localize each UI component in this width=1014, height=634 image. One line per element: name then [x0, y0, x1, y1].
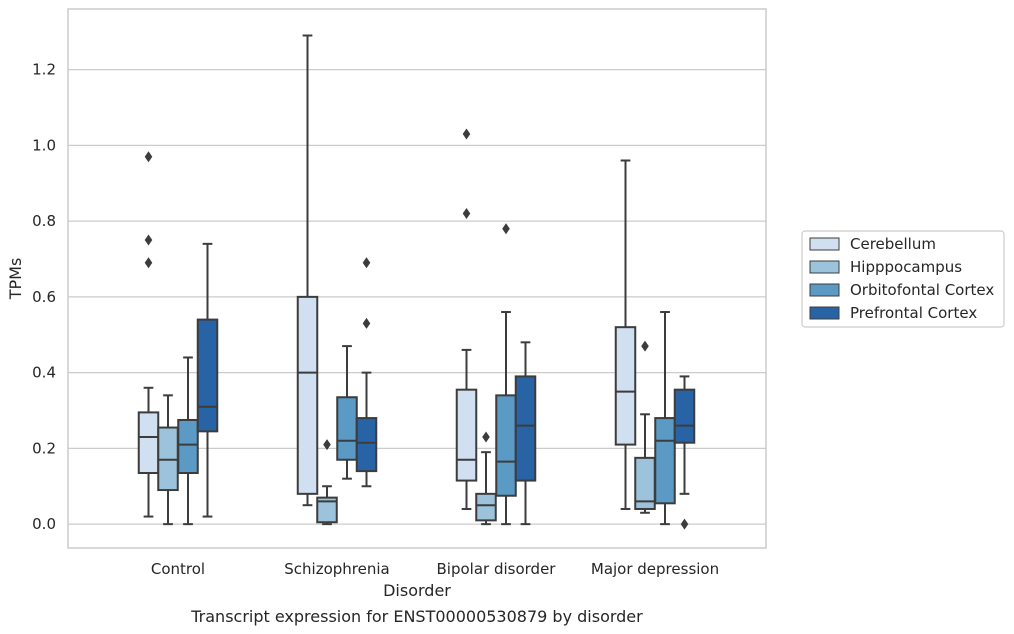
y-tick-label: 0.2 [32, 439, 56, 457]
box-plot-area [137, 34, 696, 530]
iqr-box [654, 417, 676, 505]
iqr-box [355, 417, 378, 473]
box-hipppocampus [634, 340, 656, 514]
y-tick-label: 1.2 [32, 61, 56, 79]
legend: Cerebellum Hipppocampus Orbitofontal Corte… [801, 230, 1005, 328]
legend-label: Prefrontal Cortex [850, 304, 977, 322]
x-tick-label: Bipolar disorder [437, 560, 557, 578]
outlier-point [323, 439, 331, 451]
iqr-box [296, 295, 319, 495]
outlier-point [362, 257, 371, 269]
chart-caption: Transcript expression for ENST0000053087… [190, 607, 643, 626]
x-axis-ticks: Control Schizophrenia Bipolar disorder Majo… [151, 560, 719, 578]
y-tick-label: 1.0 [32, 136, 56, 154]
iqr-box [336, 396, 358, 461]
outlier-point [482, 431, 490, 443]
box-prefrontal-cortex [355, 257, 378, 488]
iqr-box [673, 388, 696, 444]
outlier-point [144, 151, 153, 163]
box-hipppocampus [316, 439, 338, 526]
iqr-box [514, 375, 537, 482]
y-tick-label: 0.0 [32, 515, 56, 533]
iqr-box [137, 411, 160, 475]
iqr-box [316, 496, 338, 524]
box-cerebellum [455, 128, 478, 510]
outlier-point [144, 257, 153, 269]
outlier-point [680, 518, 689, 530]
legend-swatch [809, 283, 840, 297]
iqr-box [177, 418, 199, 475]
box-orbitofontal-cortex [495, 223, 517, 526]
legend-label: Cerebellum [850, 235, 936, 253]
outlier-point [641, 340, 649, 352]
x-axis-label: Disorder [383, 581, 451, 600]
legend-frame [801, 230, 1005, 328]
box-hipppocampus [475, 431, 497, 526]
outlier-point [462, 128, 471, 140]
x-tick-label: Major depression [591, 560, 719, 578]
box-orbitofontal-cortex [654, 311, 676, 526]
y-tick-label: 0.8 [32, 212, 56, 230]
box-orbitofontal-cortex [177, 356, 199, 526]
box-orbitofontal-cortex [336, 345, 358, 480]
y-tick-label: 0.4 [32, 364, 56, 382]
x-tick-label: Schizophrenia [284, 560, 389, 578]
plot-frame [67, 8, 767, 549]
y-axis-label: TPMs [6, 258, 25, 301]
iqr-box [475, 492, 497, 522]
legend-label: Hipppocampus [850, 258, 962, 276]
iqr-box [455, 388, 478, 482]
iqr-box [495, 394, 517, 497]
y-tick-label: 0.6 [32, 288, 56, 306]
box-prefrontal-cortex [673, 375, 696, 530]
box-prefrontal-cortex [196, 242, 219, 518]
box-cerebellum [614, 159, 637, 510]
legend-swatch [809, 260, 840, 274]
box-prefrontal-cortex [514, 341, 537, 526]
outlier-point [362, 317, 371, 329]
box-hipppocampus [157, 394, 179, 526]
outlier-point [144, 234, 153, 246]
outlier-point [502, 223, 510, 235]
iqr-box [614, 326, 637, 446]
x-tick-label: Control [151, 560, 205, 578]
legend-swatch [809, 306, 840, 320]
legend-swatch [809, 237, 840, 251]
box-cerebellum [296, 34, 319, 507]
y-axis-ticks: 0.0 0.2 0.4 0.6 0.8 1.0 1.2 [32, 61, 56, 534]
outlier-point [462, 208, 471, 220]
legend-label: Orbitofontal Cortex [850, 281, 994, 299]
box-cerebellum [137, 151, 160, 518]
iqr-box [196, 318, 219, 433]
